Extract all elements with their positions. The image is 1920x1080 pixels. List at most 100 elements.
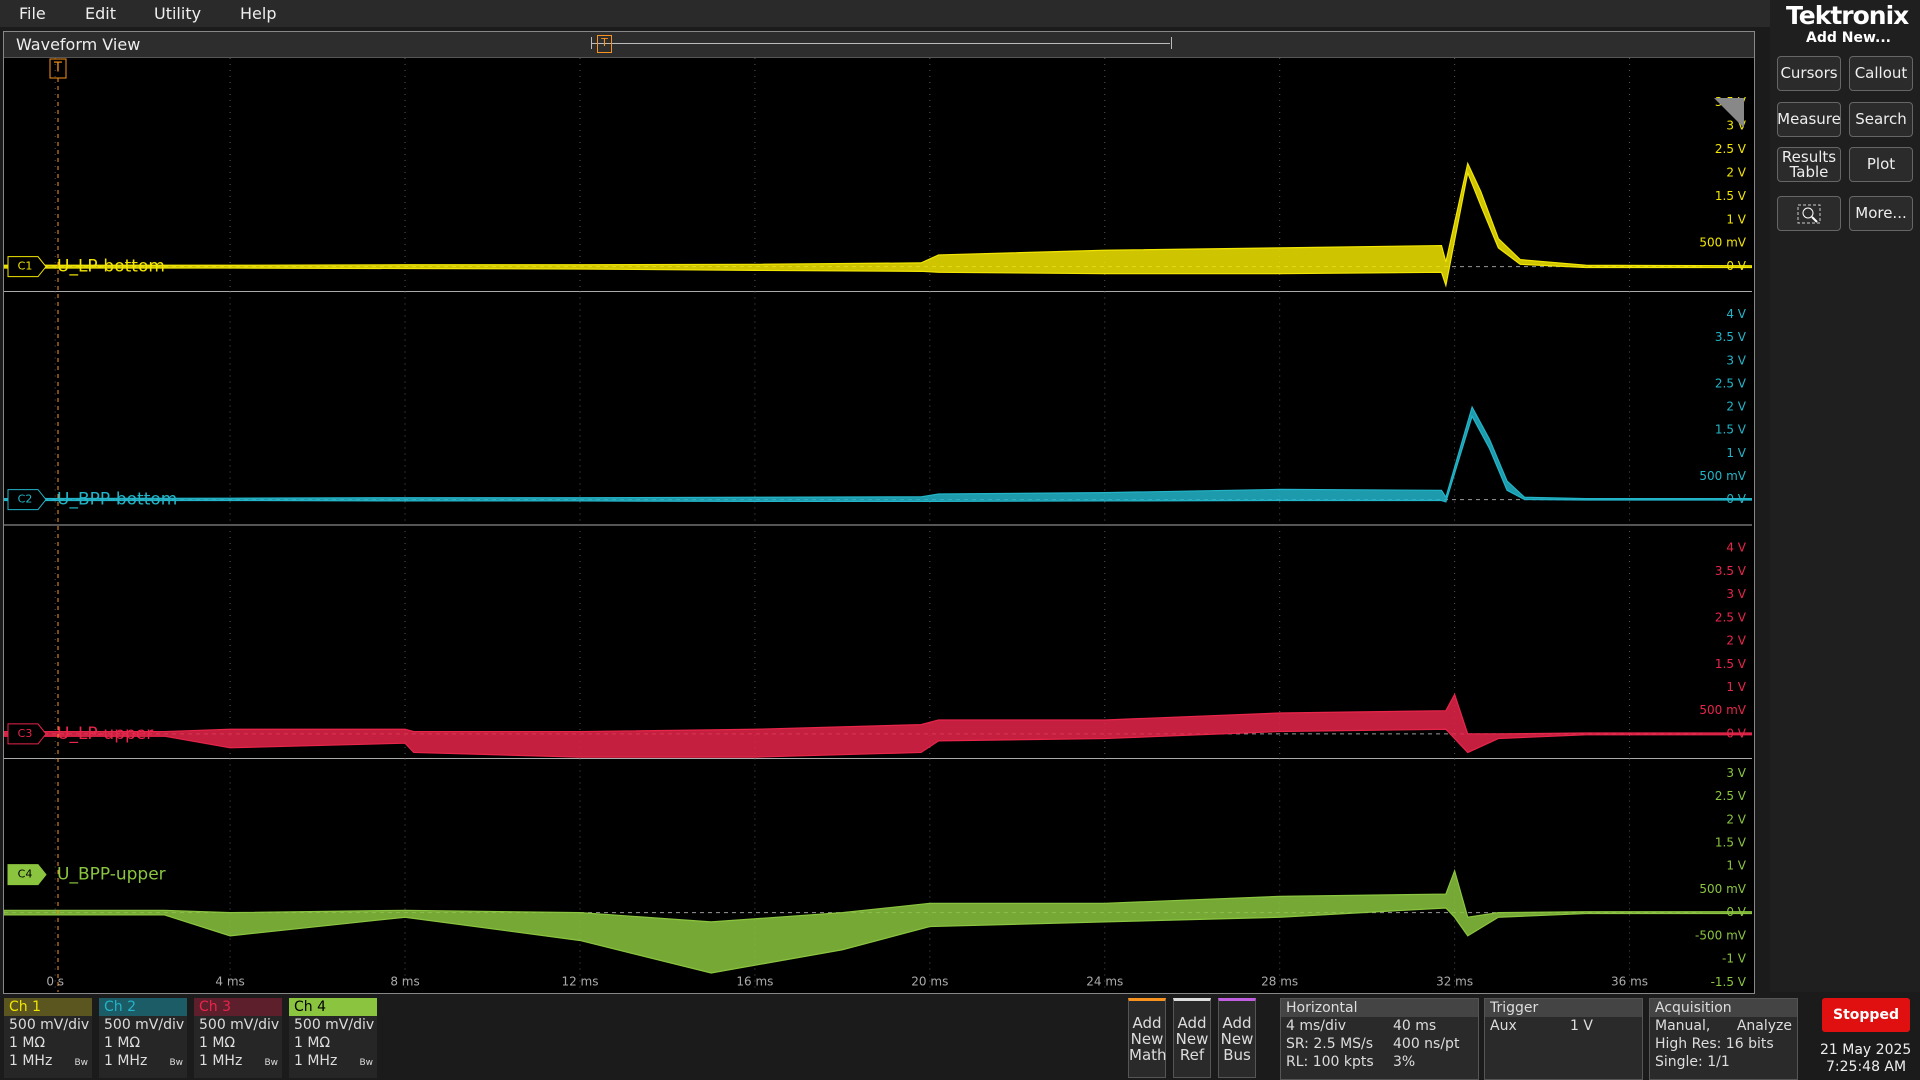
setting-value: 3% (1393, 1054, 1416, 1070)
button[interactable]: Search (1849, 102, 1913, 137)
button[interactable]: Measure (1777, 102, 1841, 137)
button[interactable]: Plot (1849, 147, 1913, 182)
corner-tab (1714, 98, 1744, 128)
setting-value: SR: 2.5 MS/s (1286, 1036, 1374, 1052)
setting-value: Manual, (1655, 1018, 1711, 1034)
overview-bar (591, 43, 1170, 44)
add-button-text: New (1175, 1030, 1209, 1048)
button[interactable]: Cursors (1777, 56, 1841, 91)
x-tick-label: 20 ms (911, 975, 948, 989)
overview-trigger: T (597, 35, 612, 53)
settings-row: 4 ms/div 40 ms (1281, 1017, 1478, 1035)
setting-value: 40 ms (1393, 1018, 1437, 1034)
y-tick-label: 500 mV (1699, 882, 1746, 896)
settings-row: Manual, Analyze (1650, 1017, 1797, 1035)
box-title: Trigger (1485, 999, 1642, 1017)
zoom-icon (1797, 204, 1821, 223)
channel-header: Ch 4 (289, 998, 377, 1016)
trigger-slope (1550, 1017, 1570, 1035)
horizontal-settings[interactable]: Horizontal 4 ms/div 40 ms SR: 2.5 MS/s 400 n… (1280, 998, 1479, 1080)
channel-bandwidth: 1 MHz Bw (4, 1052, 92, 1070)
y-tick-label: 2.5 V (1715, 376, 1747, 390)
channel-header: Ch 2 (99, 998, 187, 1016)
channel-header: Ch 1 (4, 998, 92, 1016)
sidebar: Tektronix Add New... Cursors Callout Mea… (1770, 0, 1920, 992)
channel-impedance: 1 MΩ (199, 1035, 236, 1051)
x-tick-label: 4 ms (215, 975, 244, 989)
channel-scale: 500 mV/div (199, 1017, 280, 1033)
y-tick-label: 500 mV (1699, 469, 1746, 483)
channel-badge-label: C3 (18, 727, 33, 740)
y-tick-label: 1.5 V (1715, 423, 1747, 437)
y-tick-label: 1.5 V (1715, 189, 1747, 203)
add-button[interactable]: Add New Bus (1218, 998, 1256, 1078)
menu-item[interactable]: Edit (85, 4, 116, 23)
date: 21 May 2025 (1820, 1042, 1912, 1058)
settings-bar: Ch 1 500 mV/div 1 MΩ 1 MHz Bw Ch 2 500 mV/div 1… (0, 994, 1920, 1080)
settings-row: High Res: 16 bits (1650, 1035, 1797, 1053)
y-tick-label: 3 V (1726, 587, 1746, 601)
box-title: Acquisition (1650, 999, 1797, 1017)
channel-settings[interactable]: Ch 2 500 mV/div 1 MΩ 1 MHz Bw (99, 998, 187, 1078)
channel-badge (7, 489, 47, 511)
add-new-label: Add New... (1806, 30, 1891, 46)
y-tick-label: -1.5 V (1711, 975, 1747, 989)
overview-bracket (591, 37, 1172, 49)
channel-badge (7, 864, 47, 886)
trigger-settings[interactable]: Trigger Aux 1 V (1484, 998, 1643, 1080)
y-tick-label: 1 V (1726, 446, 1746, 460)
y-tick-label: 2 V (1726, 634, 1746, 648)
add-button-text: Add (1132, 1014, 1162, 1032)
waveform-title: Waveform View (16, 35, 141, 54)
channel-settings[interactable]: Ch 4 500 mV/div 1 MΩ 1 MHz Bw (289, 998, 377, 1078)
channel-badge-label: C4 (18, 868, 33, 881)
run-state[interactable]: Stopped (1822, 998, 1910, 1032)
add-button-text: Ref (1179, 1046, 1205, 1064)
setting-value: Analyze (1736, 1018, 1792, 1034)
trigger-source: Aux (1490, 1018, 1517, 1034)
channel-badge-label: C1 (18, 260, 33, 273)
channel-name: U_BPP-bottom (57, 490, 177, 510)
menu-item[interactable]: Utility (154, 4, 202, 23)
add-button-text: Add (1177, 1014, 1207, 1032)
channel-settings[interactable]: Ch 1 500 mV/div 1 MΩ 1 MHz Bw (4, 998, 92, 1078)
box-title: Horizontal (1281, 999, 1478, 1017)
zoom-button[interactable] (1777, 196, 1841, 231)
y-tick-label: 2 V (1726, 812, 1746, 826)
button[interactable]: Callout (1849, 56, 1913, 91)
x-tick-label: 24 ms (1086, 975, 1123, 989)
menu-item[interactable]: Help (240, 4, 277, 23)
button[interactable]: Results Table (1777, 147, 1841, 182)
add-button-text: Add (1222, 1014, 1252, 1032)
time: 7:25:48 AM (1826, 1059, 1907, 1075)
y-tick-label: 500 mV (1699, 703, 1746, 717)
channel-badge (7, 256, 47, 278)
channel-settings[interactable]: Ch 3 500 mV/div 1 MΩ 1 MHz Bw (194, 998, 282, 1078)
channel-name: U_BPP-upper (57, 865, 166, 885)
waveform (4, 161, 1752, 288)
x-tick-label: 0 s (46, 975, 64, 989)
bw-limit: Bw (264, 1058, 278, 1068)
waveform (4, 692, 1752, 758)
y-tick-label: -500 mV (1695, 928, 1747, 942)
channel-bandwidth: 1 MHz Bw (289, 1052, 377, 1070)
acquisition-settings[interactable]: Acquisition Manual, Analyze High Res: 16 bi… (1649, 998, 1798, 1080)
menu-item[interactable]: File (19, 4, 46, 23)
settings-row: Aux 1 V (1485, 1017, 1642, 1035)
add-button[interactable]: Add New Ref (1173, 998, 1211, 1078)
add-button[interactable]: Add New Math (1128, 998, 1167, 1078)
add-button-text: New (1220, 1030, 1254, 1048)
x-tick-label: 28 ms (1261, 975, 1298, 989)
x-tick-label: 32 ms (1436, 975, 1473, 989)
y-tick-label: 2 V (1726, 165, 1746, 179)
trigger-marker: T (53, 61, 62, 76)
channel-header: Ch 3 (194, 998, 282, 1016)
button[interactable]: More... (1849, 196, 1913, 231)
y-tick-label: 3.5 V (1715, 330, 1747, 344)
add-button-text: Math (1129, 1046, 1167, 1064)
channel-scale: 500 mV/div (294, 1017, 375, 1033)
add-button-text: New (1130, 1030, 1164, 1048)
